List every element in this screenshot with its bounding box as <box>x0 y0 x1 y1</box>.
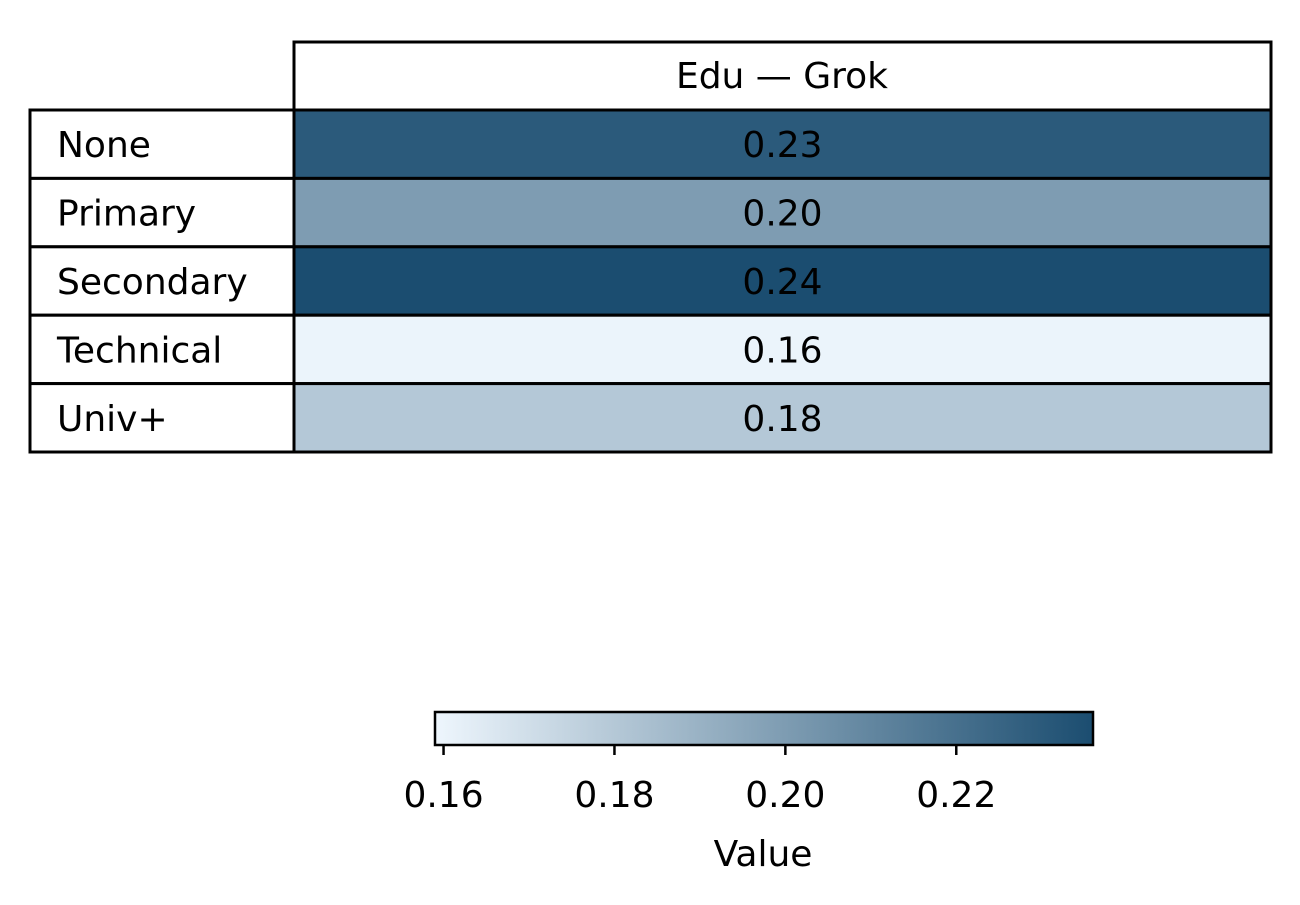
colorbar-tick-label: 0.18 <box>574 775 654 816</box>
table-row: Primary 0.20 <box>28 176 1273 249</box>
row-label: Univ+ <box>57 399 168 440</box>
row-label-cell <box>28 313 296 386</box>
cell-value-label: 0.23 <box>742 125 822 166</box>
colorbar-label: Value <box>714 834 813 875</box>
colorbar: 0.16 0.18 0.20 0.22 Value <box>403 710 1095 875</box>
table-row: Secondary 0.24 <box>28 245 1273 317</box>
row-label: Technical <box>56 330 222 371</box>
row-label-cell <box>28 245 296 317</box>
row-label: Secondary <box>57 262 248 303</box>
row-label-cell <box>28 108 296 180</box>
table-rows: None 0.23 Primary 0.20 Secondary 0.24 Technica… <box>28 108 1273 454</box>
cell-value-label: 0.20 <box>742 194 822 235</box>
colorbar-tick-label: 0.22 <box>916 775 996 816</box>
row-label-cell <box>28 382 296 454</box>
cell-value-label: 0.24 <box>742 262 822 303</box>
row-label: Primary <box>57 194 196 235</box>
table-row: Univ+ 0.18 <box>28 382 1273 454</box>
cell-value-label: 0.18 <box>742 399 822 440</box>
table-row: None 0.23 <box>28 108 1273 180</box>
colorbar-ticks: 0.16 0.18 0.20 0.22 <box>403 745 996 816</box>
column-header-cell <box>292 40 1273 112</box>
colorbar-gradient <box>433 710 1095 747</box>
colorbar-tick-label: 0.16 <box>403 775 483 816</box>
heatmap-cell <box>292 382 1273 454</box>
column-header-label: Edu — Grok <box>676 56 888 97</box>
cell-value-label: 0.16 <box>742 330 822 371</box>
colorbar-tick-label: 0.20 <box>745 775 825 816</box>
table-row: Technical 0.16 <box>28 313 1273 386</box>
row-label: None <box>57 125 151 166</box>
column-header: Edu — Grok <box>292 40 1273 112</box>
